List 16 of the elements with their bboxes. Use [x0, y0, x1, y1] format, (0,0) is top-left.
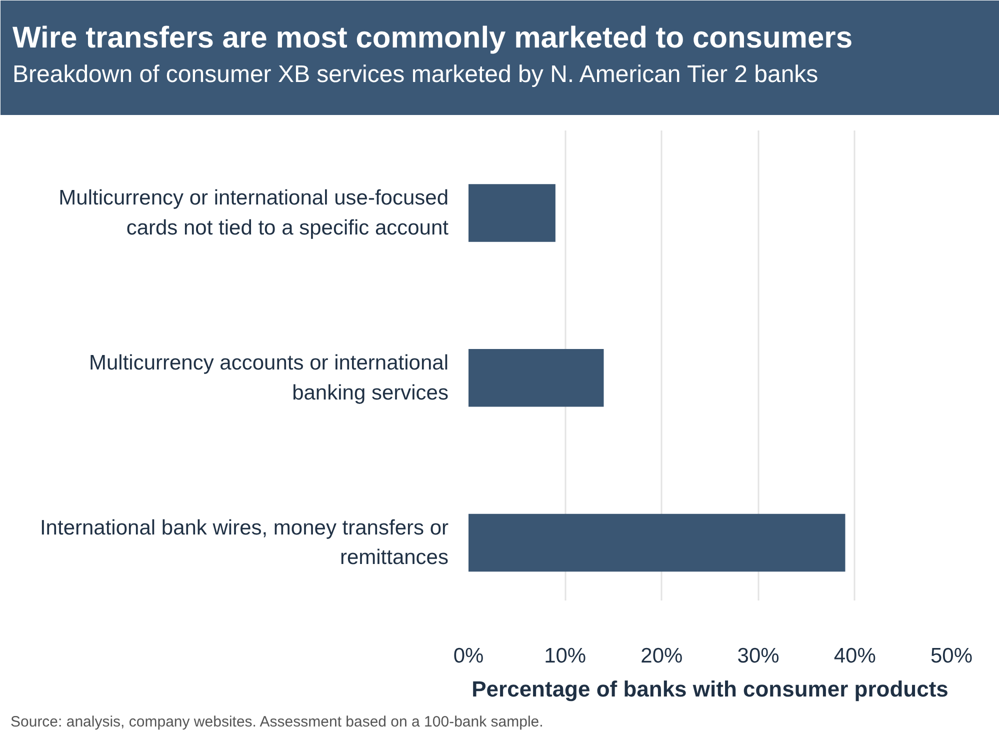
bar: [468, 514, 846, 572]
bar: [468, 184, 556, 242]
x-tick-label: 30%: [737, 644, 780, 668]
chart-subtitle: Breakdown of consumer XB services marketed by N. American Tier 2 banks: [12, 61, 818, 88]
x-tick-label: 0%: [453, 644, 484, 668]
y-tick-label: International bank wires, money transfers or remittances: [40, 516, 449, 570]
x-axis-title: Percentage of banks with consumer products: [472, 676, 948, 702]
x-tick-label: 10%: [544, 644, 586, 668]
x-tick-label: 20%: [640, 644, 683, 668]
x-tick-label: 40%: [834, 644, 876, 668]
source-note: Source: analysis, company websites. Assessment based on a 100-bank sample.: [10, 714, 544, 730]
bar: [468, 349, 604, 407]
y-tick-label: Multicurrency or international use-focused cards not tied to a specific account: [58, 186, 449, 240]
chart-title: Wire transfers are most commonly marketed to consumers: [12, 22, 853, 54]
y-tick-label: Multicurrency accounts or international banking services: [89, 351, 449, 404]
x-tick-label: 50%: [930, 644, 973, 668]
